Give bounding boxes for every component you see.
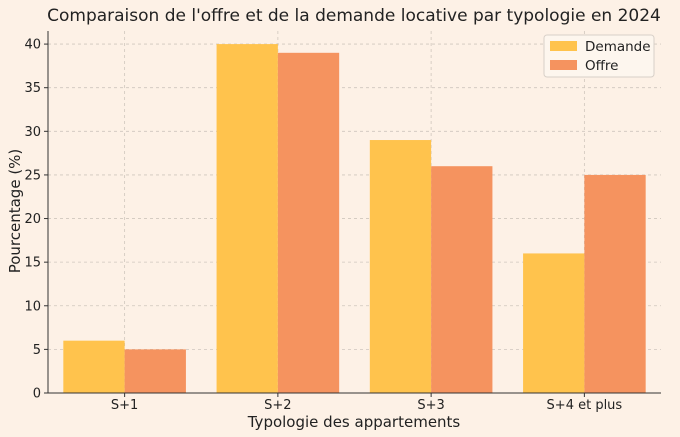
y-tick-label: 30 (24, 125, 41, 140)
y-axis-label: Pourcentage (%) (6, 149, 24, 274)
y-tick-label: 20 (24, 212, 41, 227)
y-tick-label: 25 (24, 168, 41, 183)
legend-label-offre: Offre (585, 58, 619, 74)
bars (63, 44, 646, 394)
bar-demande-4 (523, 253, 585, 393)
x-tick-label: S+1 (111, 398, 138, 413)
legend-swatch-offre (550, 60, 577, 70)
x-axis-label: Typologie des appartements (247, 413, 461, 431)
bar-demande-2 (216, 44, 278, 393)
bar-offre-3 (431, 166, 493, 393)
y-tick-label: 5 (33, 343, 41, 358)
y-tick-label: 40 (24, 38, 41, 53)
x-tick-label: S+4 et plus (547, 398, 623, 413)
legend-label-demande: Demande (585, 39, 651, 55)
bar-offre-4 (584, 174, 646, 393)
legend: Demande Offre (543, 34, 655, 78)
y-tick-label: 15 (24, 256, 41, 271)
y-tick-label: 10 (24, 299, 41, 314)
bar-offre-2 (277, 52, 340, 394)
tick-labels: 0 5 10 15 20 25 30 35 40 S+1 S+2 S+3 S+4 et plus (24, 38, 622, 413)
x-tick-label: S+3 (417, 398, 444, 413)
bar-offre-1 (124, 349, 186, 393)
axes (47, 31, 661, 394)
legend-swatch-demande (550, 41, 577, 51)
y-tick-label: 35 (24, 81, 41, 96)
bar-demande-1 (63, 340, 125, 393)
x-tick-label: S+2 (264, 398, 291, 413)
bar-demande-3 (369, 140, 432, 393)
chart-title: Comparaison de l'offre et de la demande … (47, 6, 661, 26)
y-tick-label: 0 (33, 387, 41, 402)
